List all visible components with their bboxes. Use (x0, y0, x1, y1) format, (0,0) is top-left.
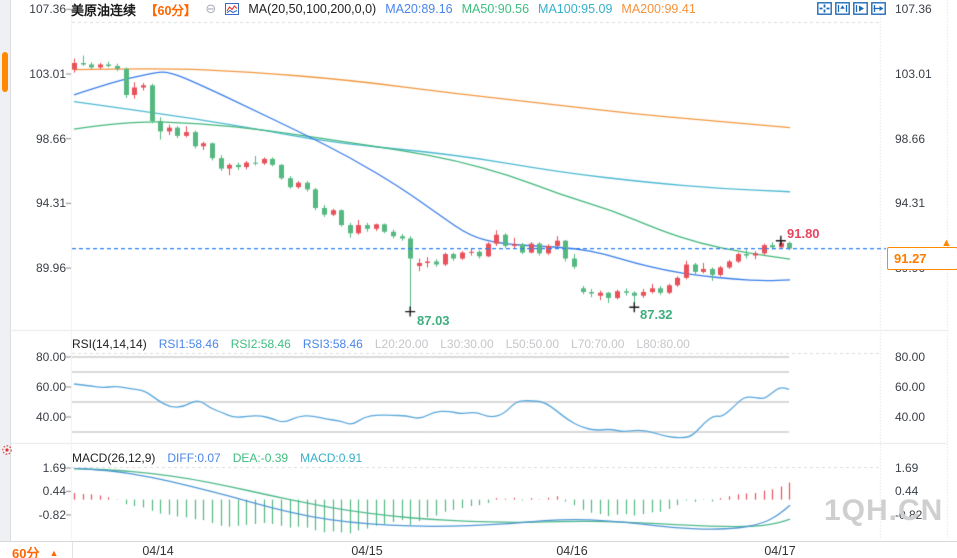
y-axis-label: 89.96 (35, 261, 66, 276)
left-scrollbar (0, 0, 11, 558)
timeframe-label: 【60分】 (145, 3, 197, 18)
ma50-value: MA50:90.56 (461, 2, 530, 16)
y-axis-label: 98.66 (895, 131, 926, 146)
ma100-value: MA100:95.09 (538, 2, 613, 16)
y-axis-label: 1.69 (42, 460, 66, 475)
rsi-l80-label: L80:80.00 (636, 337, 690, 351)
ma-settings: MA(20,50,100,200,0,0) (248, 2, 377, 16)
rsi-header: RSI(14,14,14) RSI1:58.46 RSI2:58.46 RSI3… (72, 337, 690, 351)
fit-width-icon[interactable] (835, 2, 850, 15)
y-axis-label: 107.36 (29, 2, 66, 17)
indicator-settings-icon[interactable] (0, 443, 14, 457)
y-axis-label: 107.36 (895, 2, 932, 17)
date-label: 04/14 (142, 544, 174, 558)
rsi-l20-label: L20:20.00 (374, 337, 429, 351)
watermark: 1QH.CN (824, 494, 944, 527)
dea-value: DEA:-0.39 (232, 451, 289, 465)
date-label: 04/15 (351, 544, 383, 558)
y-axis-label: 40.00 (35, 410, 66, 424)
low-price-label-2: 87.32 (640, 307, 673, 322)
y-axis-label: 80.00 (35, 350, 66, 364)
y-axis-label: 40.00 (895, 410, 926, 424)
chart-type-icon[interactable] (225, 3, 240, 15)
rsi3-value: RSI3:58.46 (302, 337, 363, 351)
y-axis-label: 60.00 (895, 380, 926, 394)
axis-divider (72, 542, 73, 558)
rsi-l30-label: L30:30.00 (440, 337, 494, 351)
goto-latest-icon[interactable] (871, 2, 886, 15)
macd-value: MACD:0.91 (300, 451, 363, 465)
high-price-label: 91.80 (787, 226, 820, 241)
rsi-l70-label: L70:70.00 (571, 337, 625, 351)
date-axis: 60分 ▲ 04/14 04/15 04/16 04/17 (0, 541, 957, 558)
symbol-name: 美原油连续 (71, 2, 137, 18)
rsi-title: RSI(14,14,14) (72, 337, 147, 351)
y-axis-label: 1.69 (895, 460, 919, 475)
rsi1-value: RSI1:58.46 (158, 337, 219, 351)
last-price-badge: 91.27 (887, 247, 957, 270)
date-label: 04/17 (764, 544, 796, 558)
rsi2-value: RSI2:58.46 (230, 337, 291, 351)
rsi-l50-label: L50:50.00 (505, 337, 560, 351)
timeframe-cell[interactable]: 60分 ▲ (12, 543, 58, 558)
y-axis-label: 0.44 (42, 484, 66, 499)
diff-value: DIFF:0.07 (167, 451, 221, 465)
y-axis-label: 94.31 (895, 196, 926, 211)
y-axis-label: 98.66 (35, 131, 66, 146)
y-axis-label: 80.00 (895, 350, 926, 364)
move-crosshair-icon[interactable] (817, 2, 832, 15)
y-axis-label: -0.82 (895, 507, 923, 522)
scrollbar-thumb[interactable] (2, 52, 8, 92)
pan-right-icon[interactable] (853, 2, 868, 15)
ma200-value: MA200:99.41 (621, 2, 696, 16)
macd-header: MACD(26,12,9) DIFF:0.07 DEA:-0.39 MACD:0… (72, 451, 362, 465)
macd-title: MACD(26,12,9) (72, 451, 156, 465)
y-axis-label: -0.82 (38, 507, 66, 522)
y-axis-label: 0.44 (895, 484, 919, 499)
chart-header: 美原油连续 【60分】 ⊖ MA(20,50,100,200,0,0) MA20… (71, 1, 696, 18)
low-price-label-1: 87.03 (417, 313, 450, 328)
y-axis-label: 94.31 (35, 196, 66, 211)
ma20-value: MA20:89.16 (385, 2, 453, 16)
y-axis-label: 103.01 (895, 67, 932, 81)
chart-toolbar (817, 2, 886, 15)
date-label: 04/16 (556, 544, 588, 558)
y-axis-label: 103.01 (29, 67, 66, 81)
collapse-icon[interactable]: ⊖ (205, 1, 217, 16)
timeframe-text: 60分 (12, 546, 40, 558)
price-up-arrow-icon: ▲ (941, 237, 952, 249)
timeframe-arrow-icon: ▲ (49, 547, 59, 558)
y-axis-label: 60.00 (35, 380, 66, 394)
